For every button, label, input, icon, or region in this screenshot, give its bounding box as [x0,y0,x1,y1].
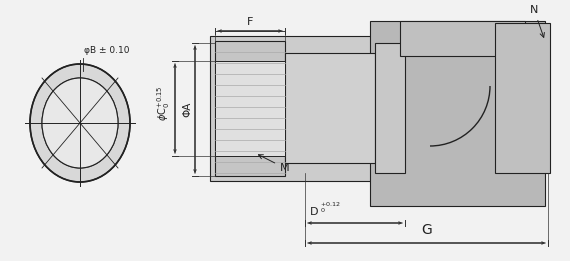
Text: $^{+0.12}_{0}$: $^{+0.12}_{0}$ [320,200,341,215]
Ellipse shape [42,78,118,168]
FancyBboxPatch shape [210,36,410,181]
Text: D: D [310,207,319,217]
Bar [215,41,285,176]
Ellipse shape [30,64,130,182]
Text: $\phi$C$^{+0.15}_{0}$: $\phi$C$^{+0.15}_{0}$ [155,86,172,121]
Text: N: N [530,5,544,37]
Text: F: F [247,17,253,27]
FancyBboxPatch shape [370,21,545,206]
Text: φB ± 0.10: φB ± 0.10 [84,46,129,55]
Bar [215,61,285,156]
Bar [495,23,550,173]
Text: ΦA: ΦA [182,102,192,117]
Bar [285,53,375,163]
Bar [375,43,405,173]
Text: M: M [258,155,290,173]
Bar [400,21,525,56]
Text: G: G [421,223,432,237]
